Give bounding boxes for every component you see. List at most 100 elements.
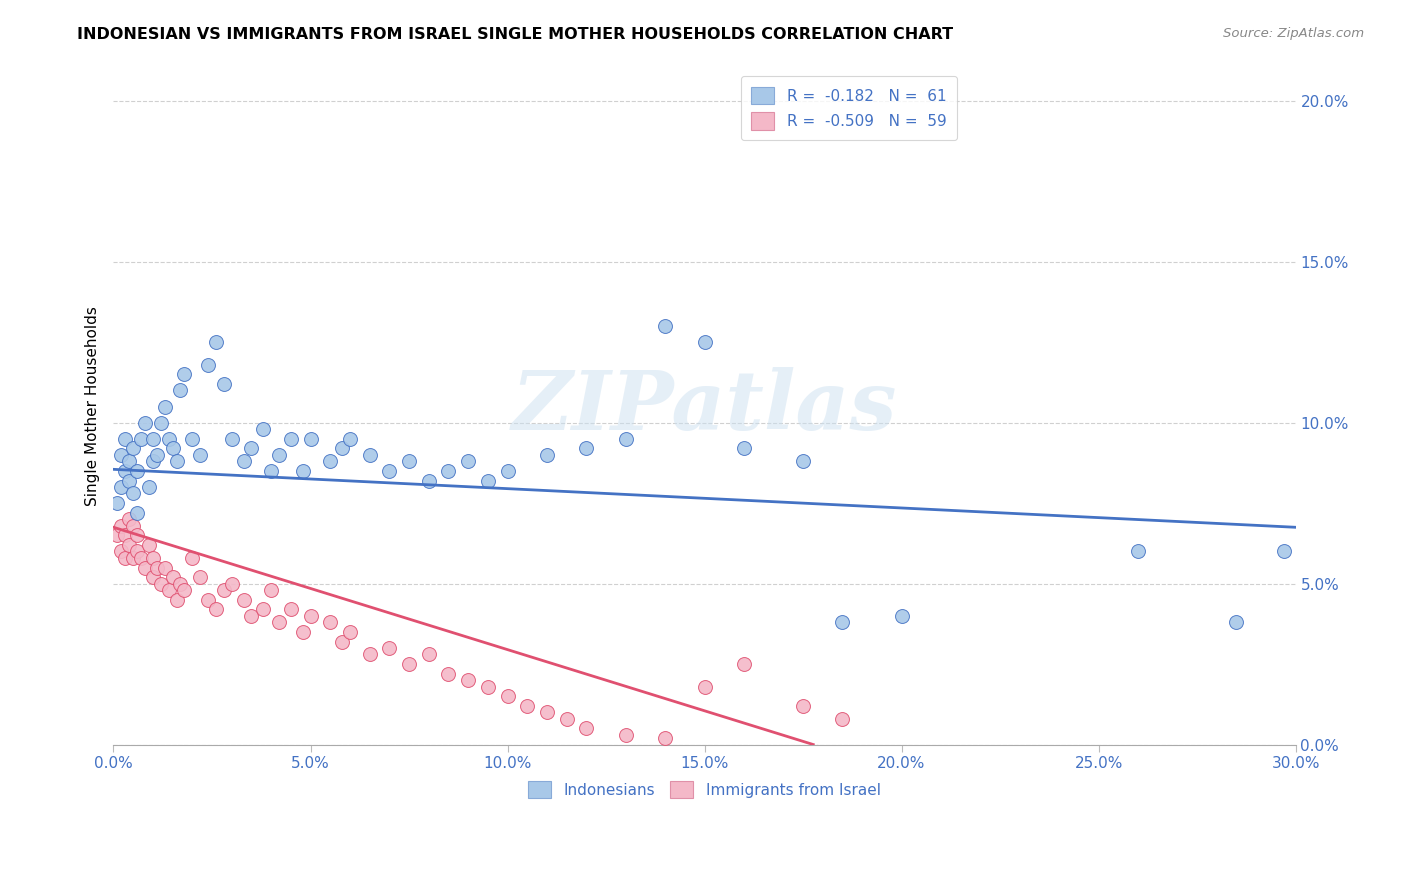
Point [232,454,254,468]
Point [516,698,538,713]
Point [107,496,129,510]
Point [536,706,558,720]
Point [1126,544,1149,558]
Point [1225,615,1247,630]
Text: Source: ZipAtlas.com: Source: ZipAtlas.com [1223,27,1364,40]
Point [260,583,283,598]
Point [457,673,479,688]
Point [110,518,132,533]
Point [232,592,254,607]
Point [575,442,598,456]
Point [118,512,141,526]
Point [654,319,676,334]
Point [733,442,755,456]
Point [157,583,180,598]
Point [149,576,172,591]
Point [299,608,322,623]
Point [110,448,132,462]
Point [188,570,211,584]
Point [114,528,136,542]
Point [181,432,204,446]
Point [173,368,195,382]
Point [240,608,263,623]
Point [127,506,149,520]
Point [169,384,191,398]
Point [153,560,176,574]
Point [330,442,353,456]
Point [129,432,152,446]
Point [890,608,912,623]
Point [212,583,235,598]
Point [477,474,499,488]
Point [118,474,141,488]
Point [418,648,440,662]
Point [162,442,184,456]
Point [110,544,132,558]
Point [280,432,302,446]
Point [122,550,145,565]
Point [114,464,136,478]
Point [212,377,235,392]
Point [496,690,519,704]
Point [118,538,141,552]
Point [127,464,149,478]
Point [169,576,191,591]
Point [114,432,136,446]
Legend: Indonesians, Immigrants from Israel: Indonesians, Immigrants from Israel [523,774,887,805]
Point [418,474,440,488]
Point [142,550,165,565]
Point [142,454,165,468]
Point [149,416,172,430]
Point [267,615,290,630]
Point [437,666,460,681]
Point [110,480,132,494]
Point [319,615,342,630]
Point [291,464,314,478]
Point [134,416,156,430]
Point [267,448,290,462]
Point [437,464,460,478]
Point [614,432,637,446]
Point [792,698,814,713]
Point [398,454,420,468]
Point [188,448,211,462]
Point [122,442,145,456]
Point [693,335,716,350]
Point [138,538,160,552]
Point [142,432,165,446]
Point [205,602,228,616]
Point [792,454,814,468]
Point [157,432,180,446]
Point [240,442,263,456]
Point [496,464,519,478]
Point [138,480,160,494]
Point [693,680,716,694]
Text: INDONESIAN VS IMMIGRANTS FROM ISRAEL SINGLE MOTHER HOUSEHOLDS CORRELATION CHART: INDONESIAN VS IMMIGRANTS FROM ISRAEL SIN… [77,27,953,42]
Point [252,602,274,616]
Point [330,634,353,648]
Point [280,602,302,616]
Point [291,624,314,639]
Point [162,570,184,584]
Point [146,448,169,462]
Point [359,648,381,662]
Point [221,576,243,591]
Point [378,464,401,478]
Point [299,432,322,446]
Point [134,560,156,574]
Point [378,640,401,655]
Point [319,454,342,468]
Point [339,432,361,446]
Point [181,550,204,565]
Point [477,680,499,694]
Point [359,448,381,462]
Point [205,335,228,350]
Point [146,560,169,574]
Point [831,615,853,630]
Point [339,624,361,639]
Point [614,728,637,742]
Point [173,583,195,598]
Y-axis label: Single Mother Households: Single Mother Households [86,307,100,507]
Point [142,570,165,584]
Point [127,544,149,558]
